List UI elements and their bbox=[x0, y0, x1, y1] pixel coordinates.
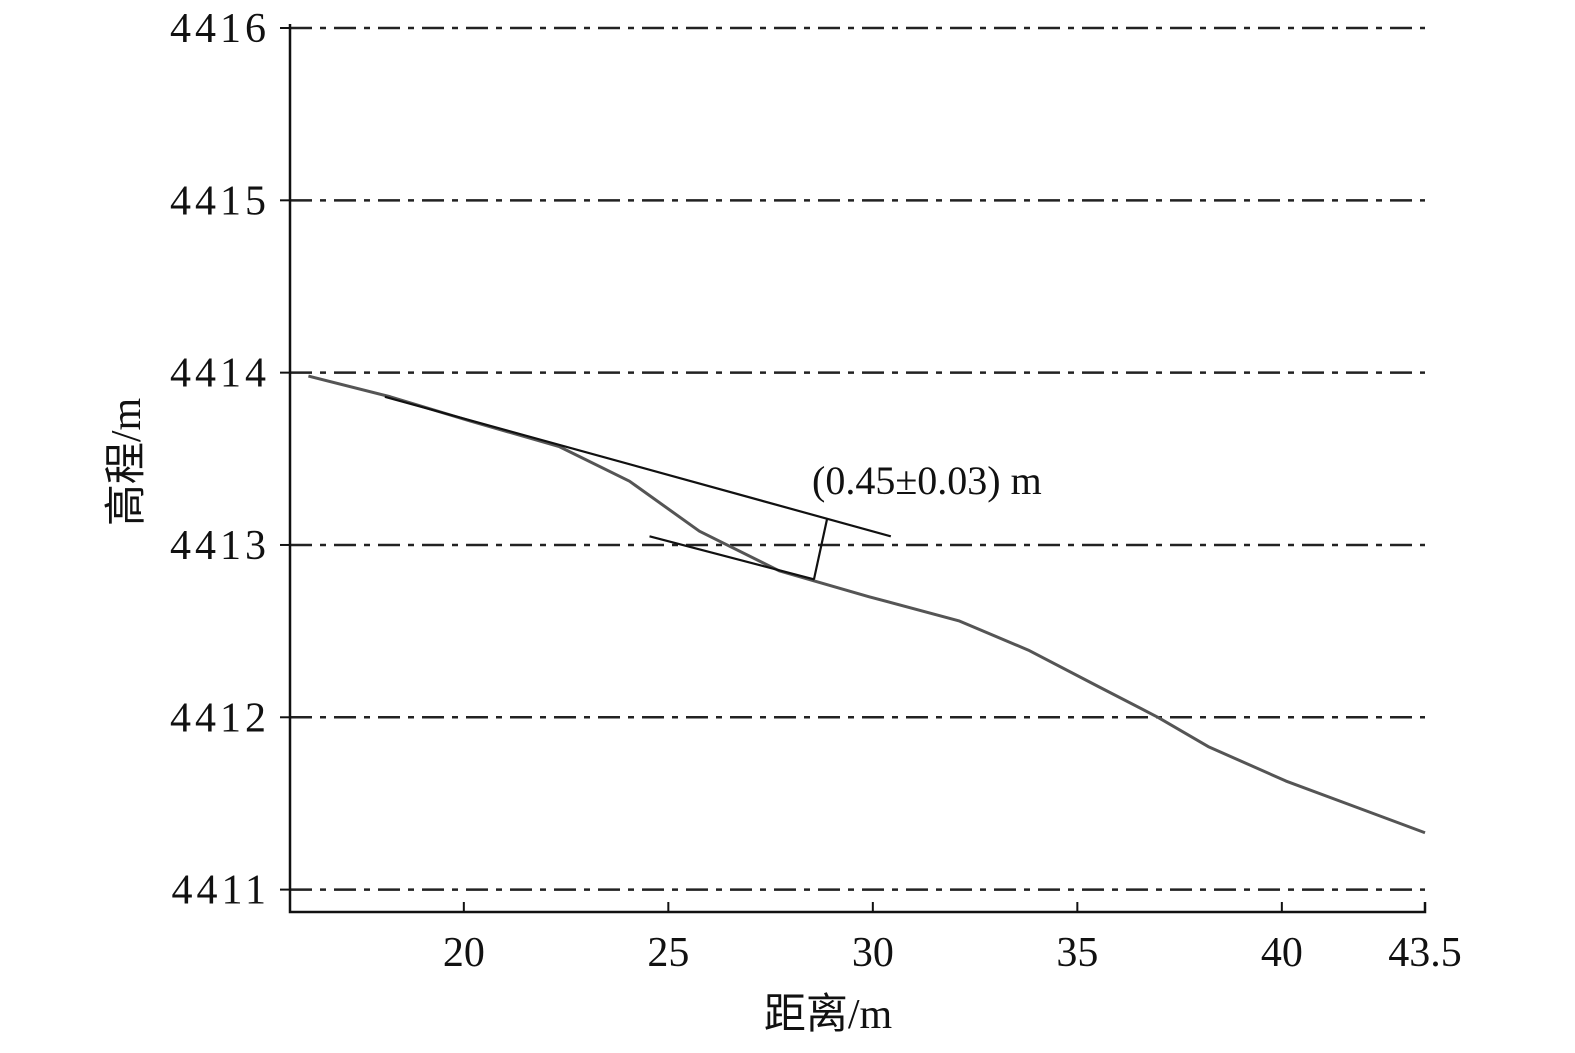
y-tick-label: 4414 bbox=[170, 351, 270, 397]
line-series bbox=[812, 518, 829, 580]
line-series bbox=[649, 535, 815, 581]
line-series bbox=[384, 395, 892, 538]
annotation: (0.45±0.03) m bbox=[812, 458, 1042, 503]
x-tick-label: 35 bbox=[1056, 930, 1098, 976]
x-tick-label: 25 bbox=[647, 930, 689, 976]
x-tick-label: 30 bbox=[852, 930, 894, 976]
y-axis-title: 高程/m bbox=[104, 398, 150, 527]
x-tick-label: 40 bbox=[1261, 930, 1303, 976]
line-series bbox=[308, 374, 1426, 835]
x-tick-label: 20 bbox=[443, 930, 485, 976]
y-tick-label: 4412 bbox=[170, 695, 270, 741]
y-tick-label: 4411 bbox=[172, 868, 270, 914]
y-tick-label: 4415 bbox=[170, 178, 270, 224]
y-tick-label: 4413 bbox=[170, 523, 270, 569]
x-axis-title: 距离/m bbox=[764, 991, 893, 1038]
x-tick-label: 43.5 bbox=[1388, 930, 1462, 976]
y-tick-label: 4416 bbox=[170, 6, 270, 52]
axes bbox=[288, 24, 1427, 914]
